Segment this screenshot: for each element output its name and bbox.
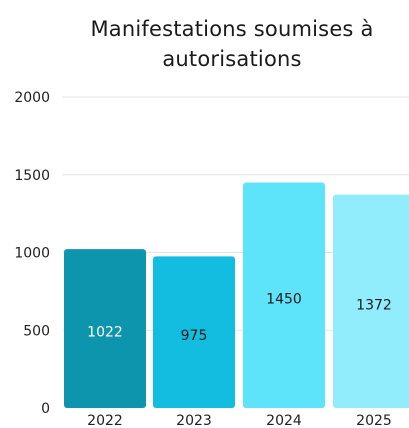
x-tick-label: 2025	[356, 413, 392, 428]
x-axis: 2022 2023 2024 2025	[87, 413, 392, 428]
y-tick-label: 500	[23, 323, 50, 339]
y-tick-label: 1500	[14, 168, 50, 184]
bar-2023	[153, 256, 235, 408]
x-tick-label: 2022	[87, 413, 123, 428]
y-tick-label: 0	[41, 401, 50, 417]
bar-2022	[64, 249, 146, 408]
x-tick-label: 2024	[266, 413, 302, 428]
data-label: 975	[181, 328, 208, 344]
y-tick-label: 1000	[14, 246, 50, 262]
data-label: 1022	[87, 325, 123, 341]
x-tick-label: 2023	[176, 413, 212, 428]
y-tick-label: 2000	[14, 90, 50, 106]
y-axis: 0 500 1000 1500 2000	[14, 90, 50, 417]
chart-title: Manifestations soumises à autorisations	[90, 17, 374, 71]
data-label: 1372	[356, 297, 392, 313]
bar-2025	[333, 194, 409, 408]
data-label: 1450	[266, 291, 302, 307]
bars: 1022 975 1450 1372	[64, 182, 409, 408]
bar-2024	[243, 182, 325, 408]
